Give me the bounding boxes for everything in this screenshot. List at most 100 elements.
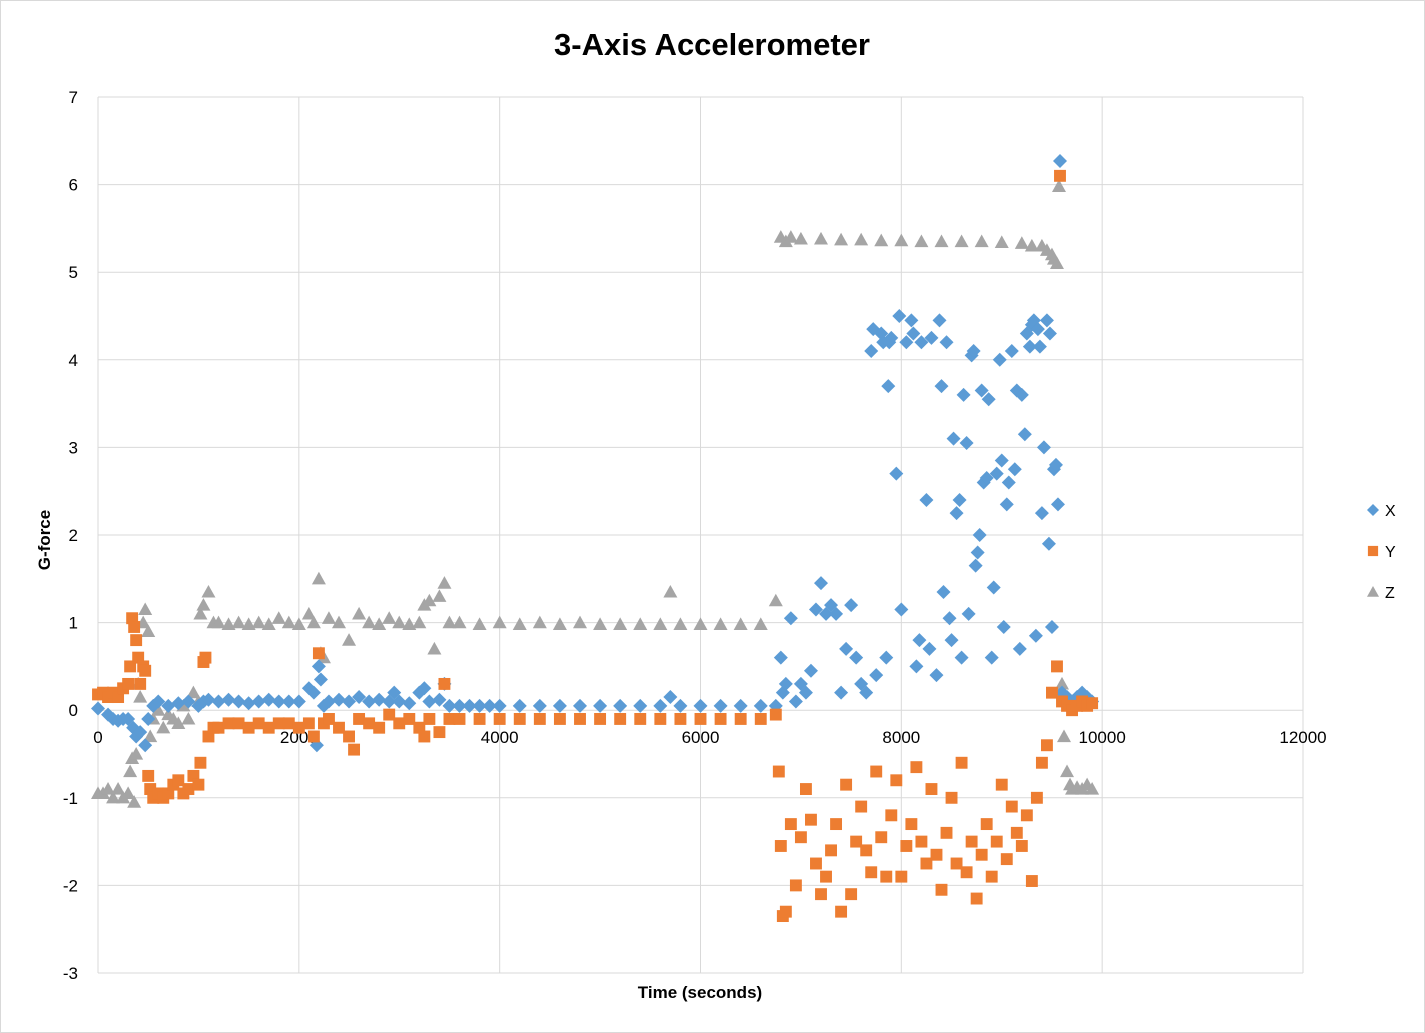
data-point-x (979, 471, 994, 486)
data-point-z (342, 633, 357, 646)
data-point-x (251, 694, 266, 709)
data-point-x (713, 698, 728, 713)
y-tick-label: -2 (63, 876, 78, 895)
data-point-x (241, 696, 256, 711)
series-x (91, 153, 1100, 753)
data-point-y (333, 721, 345, 734)
data-point-z (663, 584, 678, 598)
data-point-y (970, 892, 983, 905)
data-point-z (402, 617, 417, 630)
data-point-x (261, 692, 276, 707)
data-point-z (768, 593, 783, 607)
data-point-y (774, 840, 787, 852)
data-point-y (975, 848, 988, 861)
data-point-x (944, 633, 959, 648)
data-point-x (372, 692, 387, 707)
data-point-y (895, 870, 908, 883)
data-point-x (306, 685, 321, 700)
data-point-z (306, 615, 321, 629)
data-point-z (713, 617, 728, 630)
data-point-z (814, 231, 828, 245)
data-point-x (1044, 619, 1059, 634)
data-point-y (880, 870, 893, 883)
data-point-z (1057, 729, 1072, 743)
y-tick-label: -3 (63, 964, 78, 983)
data-point-y (292, 721, 305, 734)
data-point-z (151, 703, 166, 716)
data-point-x (663, 690, 678, 705)
data-point-z (186, 685, 201, 699)
legend-label-y: Y (1385, 544, 1396, 561)
data-point-z (442, 615, 457, 629)
data-point-y (418, 730, 431, 743)
data-point-y (124, 660, 137, 673)
data-point-x (959, 436, 974, 451)
data-point-y (799, 783, 812, 795)
data-point-y (139, 664, 152, 677)
data-point-z (954, 234, 969, 248)
data-point-y (1025, 875, 1038, 887)
data-point-z (532, 615, 547, 629)
legend: X Y Z (1367, 503, 1396, 602)
data-point-y (513, 713, 526, 725)
data-point-x (653, 698, 668, 713)
data-point-y (222, 717, 235, 730)
data-point-x (936, 584, 951, 599)
data-point-x (281, 694, 296, 709)
data-point-x (839, 641, 854, 656)
x-tick-label: 0 (93, 728, 102, 747)
data-point-x (442, 698, 457, 713)
data-point-y (654, 713, 667, 725)
data-point-x (808, 602, 823, 617)
data-point-x (814, 576, 828, 591)
data-point-z (1051, 179, 1066, 192)
data-point-y (343, 730, 355, 743)
data-point-x (1014, 387, 1029, 402)
data-point-y (162, 787, 175, 800)
data-point-x (994, 453, 1009, 468)
data-point-z (1055, 676, 1069, 690)
data-point-z (193, 606, 208, 620)
data-point-z (211, 615, 226, 629)
data-point-y (403, 713, 416, 725)
data-point-y (144, 783, 157, 795)
x-tick-label: 6000 (682, 728, 720, 747)
data-point-y (810, 857, 822, 870)
data-point-x (889, 466, 904, 481)
data-point-x (492, 698, 507, 713)
data-point-y (779, 905, 792, 918)
data-point-y (202, 730, 215, 743)
data-point-x (1036, 440, 1051, 455)
legend-marker-z (1367, 586, 1379, 597)
data-point-x (313, 672, 328, 687)
y-tick-label: 5 (69, 263, 78, 282)
data-point-y (789, 879, 802, 892)
data-point-x (1004, 344, 1019, 359)
data-point-y (1005, 800, 1018, 813)
data-point-z (281, 615, 296, 629)
y-axis-ticks: -3 -2 -1 0 1 2 3 4 5 6 7 (63, 88, 78, 983)
data-point-x (291, 694, 306, 709)
legend-marker-x (1367, 504, 1379, 516)
data-point-y (1051, 660, 1063, 673)
data-point-x (829, 606, 844, 621)
data-point-y (1000, 853, 1013, 866)
data-point-y (1030, 791, 1043, 804)
data-point-y (1015, 840, 1028, 852)
y-tick-label: 3 (69, 438, 78, 457)
data-point-y (995, 778, 1008, 791)
data-point-z (372, 617, 387, 630)
data-point-y (132, 651, 145, 664)
data-point-y (574, 713, 586, 725)
x-axis-ticks: 0 2000 4000 6000 8000 10000 12000 (93, 728, 1326, 747)
data-point-z (111, 782, 126, 795)
data-point-x (1007, 462, 1022, 477)
data-point-x (1001, 475, 1016, 490)
data-point-x (884, 330, 899, 345)
data-point-y (122, 677, 135, 690)
data-point-x (452, 698, 467, 713)
y-axis-title: G-force (35, 510, 54, 570)
data-point-y (128, 621, 141, 633)
x-tick-label: 8000 (882, 728, 920, 747)
data-point-x (231, 694, 246, 709)
